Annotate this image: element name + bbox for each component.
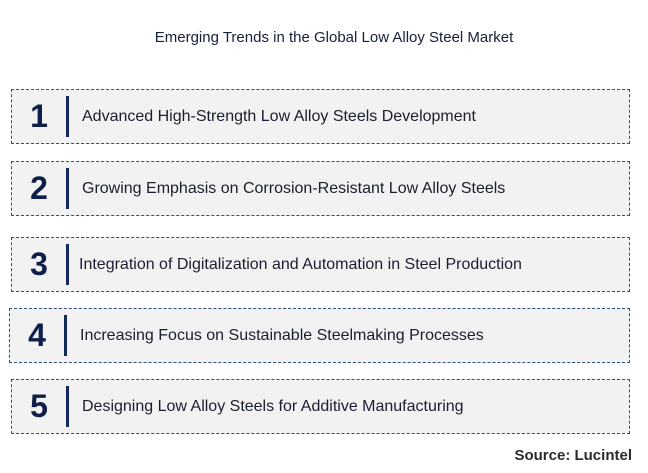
source-credit: Source: Lucintel: [514, 447, 632, 464]
trend-label: Advanced High-Strength Low Alloy Steels …: [82, 107, 476, 125]
trend-item-5: 5 Designing Low Alloy Steels for Additiv…: [11, 379, 630, 434]
divider-bar: [66, 244, 69, 285]
trend-item-4: 4 Increasing Focus on Sustainable Steelm…: [9, 308, 630, 363]
trend-item-3: 3 Integration of Digitalization and Auto…: [11, 237, 630, 292]
divider-bar: [66, 168, 69, 209]
trend-label: Integration of Digitalization and Automa…: [79, 255, 522, 273]
divider-bar: [66, 96, 69, 137]
divider-bar: [66, 386, 69, 427]
trend-item-2: 2 Growing Emphasis on Corrosion-Resistan…: [11, 161, 630, 216]
trend-number: 1: [30, 98, 48, 134]
trend-label: Increasing Focus on Sustainable Steelmak…: [80, 326, 484, 344]
trend-item-1: 1 Advanced High-Strength Low Alloy Steel…: [11, 89, 630, 144]
diagram-title: Emerging Trends in the Global Low Alloy …: [154, 29, 514, 46]
trend-number: 4: [28, 317, 46, 353]
trend-label: Growing Emphasis on Corrosion-Resistant …: [82, 179, 506, 197]
divider-bar: [64, 315, 67, 356]
trend-number: 3: [30, 246, 48, 282]
trend-number: 2: [30, 170, 48, 206]
trend-number: 5: [30, 388, 48, 424]
trend-label: Designing Low Alloy Steels for Additive …: [82, 397, 464, 415]
